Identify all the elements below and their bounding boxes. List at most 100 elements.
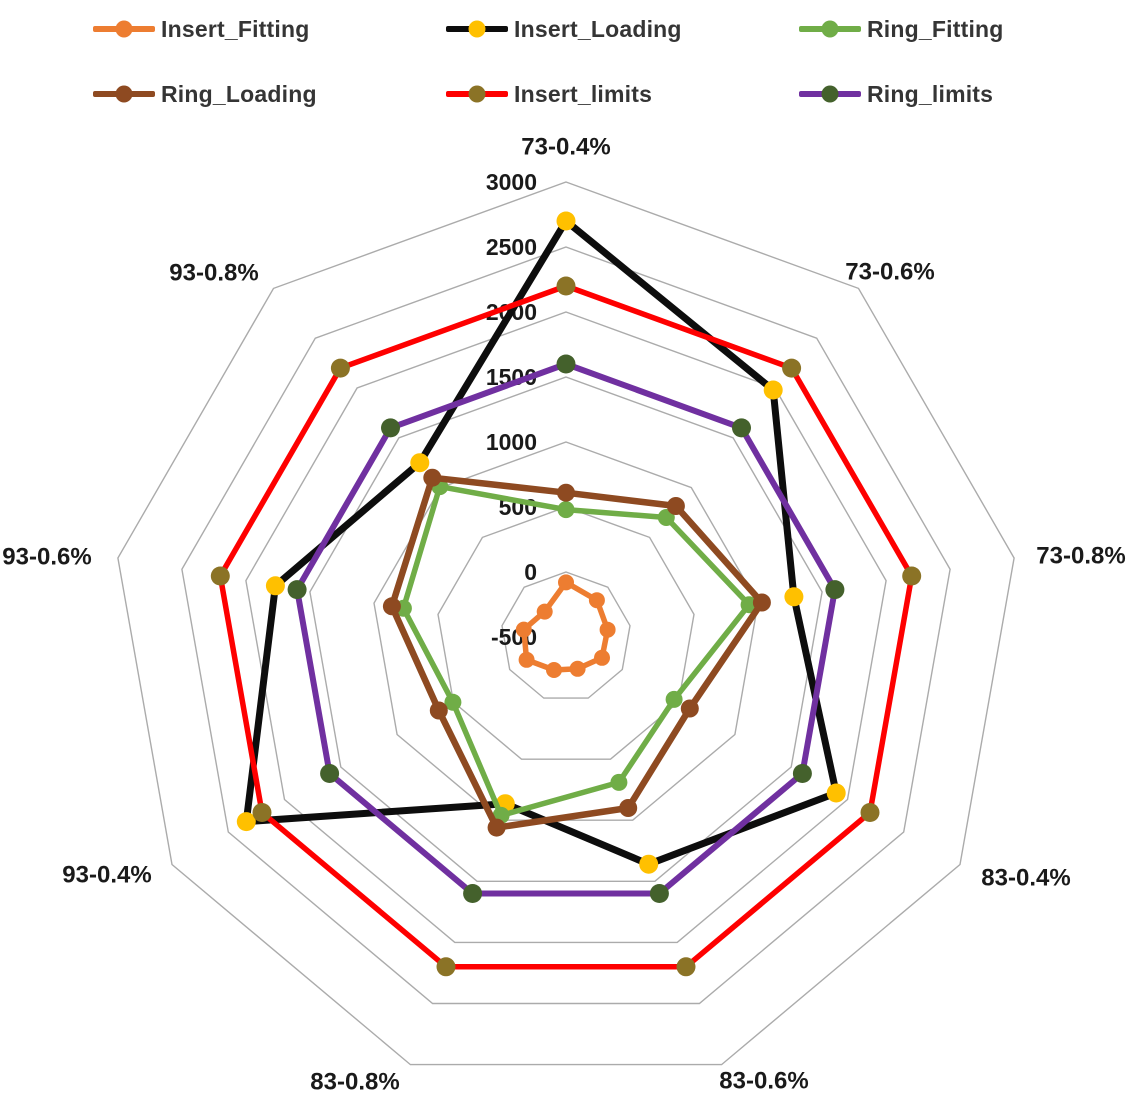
legend-line-marker-icon (446, 84, 508, 104)
series-line-Insert_Fitting (521, 579, 611, 673)
marker-Insert_Fitting-83-0.4% (594, 649, 610, 666)
marker-Ring_limits-83-0.8% (463, 884, 483, 903)
legend-label: Ring_limits (867, 80, 994, 107)
marker-Insert_Loading-73-0.6% (763, 380, 783, 400)
marker-Ring_limits-73-0.6% (732, 418, 751, 438)
legend-marker-dot-icon (821, 20, 839, 38)
marker-Insert_Loading-73-0.8% (784, 587, 804, 607)
radial-tick-label-2500: 2500 (486, 234, 537, 260)
legend-label: Insert_Fitting (161, 15, 310, 42)
marker-Ring_limits-93-0.4% (320, 764, 340, 783)
marker-Ring_Loading-83-0.6% (619, 799, 638, 817)
legend-line-marker-icon (799, 19, 861, 39)
marker-Insert_limits-73-0.6% (782, 358, 802, 378)
legend-line-marker-icon (93, 19, 155, 39)
marker-Insert_Loading-93-0.6% (265, 576, 285, 596)
marker-Insert_Fitting-83-0.8% (546, 662, 562, 678)
marker-Insert_limits-93-0.4% (252, 803, 272, 822)
legend-item-ring-fitting: Ring_Fitting (799, 12, 1004, 46)
legend-item-ring-limits: Ring_limits (799, 77, 993, 111)
marker-Ring_Loading-83-0.8% (487, 818, 506, 837)
marker-Ring_limits-93-0.6% (287, 580, 307, 600)
radial-tick-label-1000: 1000 (486, 429, 537, 455)
marker-Insert_Fitting-83-0.6% (569, 660, 586, 677)
grid-ring-3000 (117, 181, 1015, 1066)
marker-Ring_Loading-73-0.8% (752, 593, 771, 612)
legend-label: Insert_Loading (514, 15, 682, 42)
series-line-Ring_Loading (388, 474, 766, 831)
legend-line-marker-icon (799, 84, 861, 104)
marker-Insert_limits-83-0.8% (436, 957, 456, 977)
legend-marker-dot-icon (115, 85, 133, 103)
category-label-73-0.4%: 73-0.4% (521, 133, 610, 160)
marker-Ring_limits-83-0.6% (649, 884, 669, 903)
marker-Ring_Loading-93-0.6% (382, 597, 401, 616)
legend-item-ring-loading: Ring_Loading (93, 77, 317, 111)
grid-ring-2000 (245, 311, 887, 944)
marker-Ring_Fitting-93-0.4% (444, 693, 462, 711)
marker-Ring_Loading-73-0.6% (666, 497, 685, 515)
legend-line-marker-icon (446, 19, 508, 39)
marker-Insert_Fitting-93-0.8% (536, 603, 553, 620)
grid-ring-0 (501, 571, 631, 699)
legend-item-insert-loading: Insert_Loading (446, 12, 682, 46)
marker-Insert_limits-73-0.8% (902, 566, 922, 586)
legend-item-insert-fitting: Insert_Fitting (93, 12, 309, 46)
marker-Ring_Fitting-73-0.4% (557, 501, 575, 519)
category-label-73-0.8%: 73-0.8% (1036, 542, 1125, 569)
category-label-93-0.4%: 93-0.4% (62, 861, 151, 888)
legend-label: Ring_Fitting (867, 15, 1004, 42)
marker-Insert_Fitting-73-0.6% (588, 592, 605, 609)
marker-Ring_Fitting-83-0.6% (610, 773, 628, 791)
category-label-83-0.6%: 83-0.6% (719, 1067, 808, 1093)
marker-Insert_Loading-73-0.4% (556, 211, 576, 231)
legend-marker-dot-icon (115, 20, 133, 38)
marker-Ring_limits-83-0.4% (792, 764, 812, 783)
legend-label: Ring_Loading (161, 80, 317, 107)
marker-Insert_Loading-93-0.4% (236, 812, 256, 832)
series-line-Insert_Loading (242, 217, 840, 868)
legend-marker-dot-icon (468, 20, 486, 38)
marker-Insert_Fitting-73-0.8% (599, 621, 616, 638)
marker-Insert_limits-93-0.6% (210, 566, 230, 586)
marker-Insert_limits-73-0.4% (556, 276, 576, 296)
legend-line-marker-icon (93, 84, 155, 104)
category-label-83-0.4%: 83-0.4% (981, 864, 1070, 891)
series-line-Ring_Fitting (400, 483, 752, 819)
marker-Insert_limits-93-0.8% (330, 358, 350, 378)
marker-Insert_limits-83-0.6% (676, 957, 696, 977)
legend-item-insert-limits: Insert_limits (446, 77, 652, 111)
marker-Ring_Loading-83-0.4% (680, 699, 699, 718)
marker-Insert_Loading-83-0.6% (639, 854, 659, 874)
grid-ring-2500 (181, 246, 951, 1005)
category-label-83-0.8%: 83-0.8% (310, 1068, 399, 1093)
series-line-Insert_limits (217, 283, 915, 970)
series-line-Ring_limits (294, 361, 838, 897)
marker-Ring_limits-93-0.8% (381, 418, 400, 438)
marker-Ring_limits-73-0.4% (556, 354, 576, 374)
marker-Insert_Fitting-93-0.6% (515, 621, 532, 638)
category-label-93-0.8%: 93-0.8% (169, 259, 258, 286)
marker-Ring_Fitting-73-0.6% (657, 509, 675, 526)
marker-Ring_Loading-73-0.4% (557, 483, 575, 502)
marker-Ring_Fitting-83-0.4% (665, 690, 683, 708)
marker-Ring_Loading-93-0.4% (429, 701, 448, 720)
category-label-93-0.6%: 93-0.6% (2, 543, 91, 570)
legend-marker-dot-icon (821, 85, 839, 103)
radial-tick-label-0: 0 (524, 559, 537, 585)
marker-Insert_Loading-93-0.8% (410, 453, 430, 473)
marker-Insert_Fitting-73-0.4% (558, 574, 574, 591)
grid-ring-500 (437, 506, 695, 760)
marker-Ring_Loading-93-0.8% (423, 468, 442, 487)
legend-marker-dot-icon (468, 85, 486, 103)
marker-Ring_limits-73-0.8% (825, 580, 845, 600)
marker-Insert_Fitting-93-0.4% (518, 651, 535, 668)
marker-Insert_limits-83-0.4% (860, 803, 880, 822)
category-label-73-0.6%: 73-0.6% (845, 258, 934, 285)
legend-label: Insert_limits (514, 80, 653, 107)
radial-tick-label-3000: 3000 (486, 169, 537, 195)
marker-Insert_Loading-83-0.4% (826, 783, 846, 803)
